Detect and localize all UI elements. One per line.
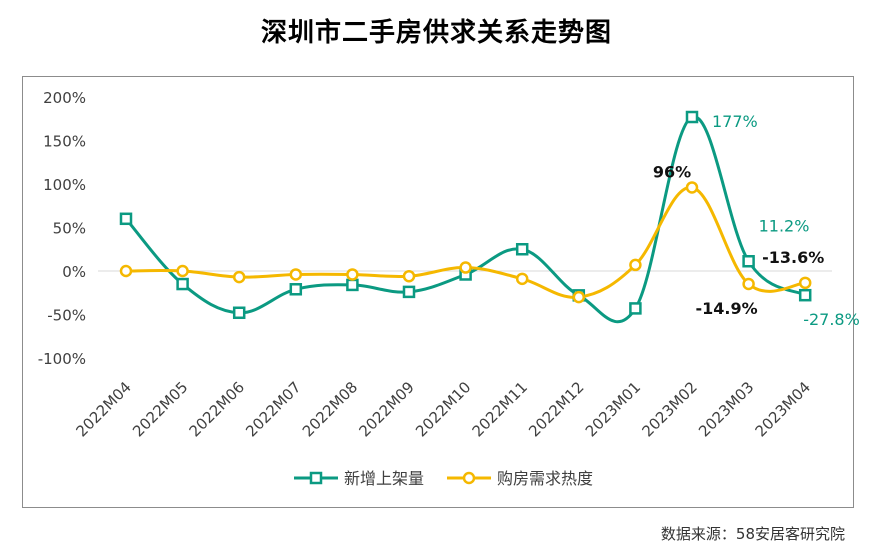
data-label: -27.8% bbox=[803, 310, 860, 329]
y-tick-label: 200% bbox=[43, 89, 86, 107]
data-point-new-listings bbox=[402, 285, 416, 299]
y-tick-label: 50% bbox=[53, 220, 86, 238]
x-tick-label: 2023M04 bbox=[752, 378, 814, 440]
x-tick-label: 2022M11 bbox=[469, 378, 531, 440]
legend-marker bbox=[462, 471, 476, 485]
source-note: 数据来源：58安居客研究院 bbox=[660, 525, 845, 543]
y-tick-label: 100% bbox=[43, 176, 86, 194]
x-tick-label: 2023M03 bbox=[695, 378, 757, 440]
data-label: 177% bbox=[712, 112, 758, 131]
x-tick-label: 2023M01 bbox=[582, 378, 644, 440]
data-point-new-listings bbox=[685, 110, 699, 124]
x-tick-label: 2022M10 bbox=[412, 378, 474, 440]
data-point-buyer-demand bbox=[459, 261, 472, 274]
x-tick-label: 2022M04 bbox=[72, 378, 134, 440]
y-tick-label: -50% bbox=[47, 307, 86, 325]
data-point-buyer-demand bbox=[402, 269, 416, 283]
y-tick-label: 150% bbox=[43, 133, 86, 151]
x-tick-label: 2022M08 bbox=[299, 378, 361, 440]
data-point-new-listings bbox=[346, 278, 359, 292]
data-label: 11.2% bbox=[759, 216, 810, 235]
x-tick-label: 2022M09 bbox=[355, 378, 417, 440]
chart-frame bbox=[22, 76, 854, 508]
data-label: 96% bbox=[653, 162, 691, 181]
data-point-buyer-demand bbox=[232, 270, 246, 284]
x-tick-label: 2022M07 bbox=[242, 378, 304, 440]
data-point-new-listings bbox=[232, 306, 246, 320]
series-line-new-listings bbox=[124, 115, 806, 324]
x-tick-label: 2022M05 bbox=[129, 378, 191, 440]
legend-marker bbox=[309, 471, 323, 485]
x-tick-label: 2023M02 bbox=[638, 378, 700, 440]
data-point-new-listings bbox=[176, 277, 189, 291]
data-point-buyer-demand bbox=[289, 268, 303, 281]
legend-label: 新增上架量 bbox=[344, 469, 424, 488]
chart-title: 深圳市二手房供求关系走势图 bbox=[260, 18, 612, 48]
data-point-new-listings bbox=[515, 243, 529, 256]
data-point-new-listings bbox=[742, 255, 755, 268]
data-point-buyer-demand bbox=[176, 264, 189, 278]
data-point-new-listings bbox=[798, 288, 812, 302]
data-point-buyer-demand bbox=[685, 181, 699, 194]
data-point-new-listings bbox=[629, 302, 642, 315]
data-point-new-listings bbox=[119, 212, 133, 226]
data-point-buyer-demand bbox=[629, 258, 642, 272]
data-point-buyer-demand bbox=[515, 272, 529, 286]
x-tick-label: 2022M06 bbox=[186, 378, 248, 440]
x-tick-label: 2022M12 bbox=[525, 378, 587, 440]
data-point-new-listings bbox=[289, 283, 303, 296]
data-point-buyer-demand bbox=[346, 268, 359, 281]
data-point-buyer-demand bbox=[572, 290, 586, 304]
data-label: -14.9% bbox=[696, 299, 758, 318]
legend-label: 购房需求热度 bbox=[497, 469, 593, 488]
y-tick-label: -100% bbox=[38, 350, 86, 368]
y-tick-label: 0% bbox=[62, 263, 86, 281]
data-point-buyer-demand bbox=[119, 264, 133, 278]
data-point-buyer-demand bbox=[742, 277, 755, 291]
series-line-buyer-demand bbox=[125, 185, 806, 299]
data-label: -13.6% bbox=[762, 248, 824, 267]
data-point-buyer-demand bbox=[798, 276, 812, 290]
